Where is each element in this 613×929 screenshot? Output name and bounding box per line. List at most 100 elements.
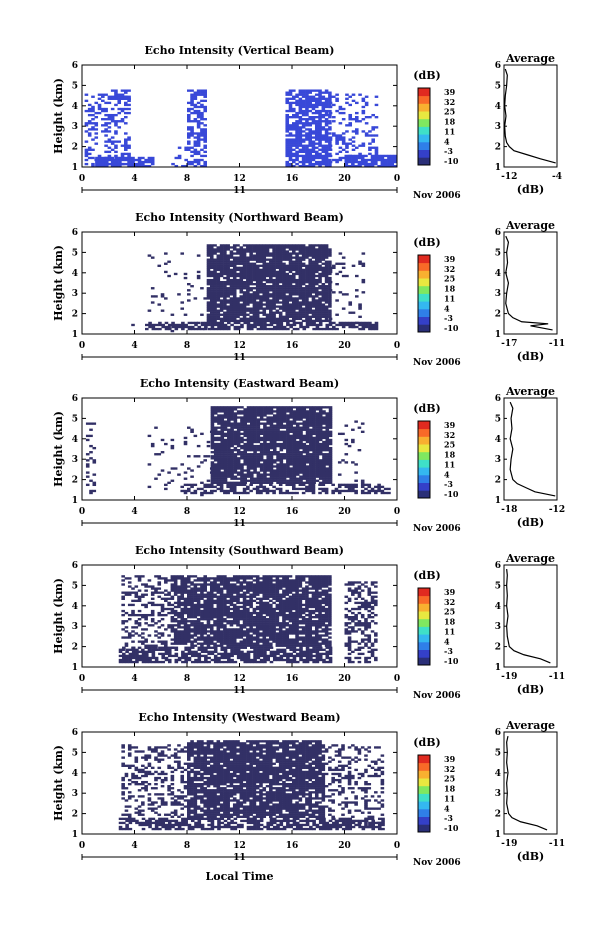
echo-cell [131,162,135,166]
echo-cell [226,256,230,259]
echo-cell [345,274,349,278]
echo-cell [240,446,244,450]
echo-cell [246,475,251,478]
echo-cell [298,283,303,286]
echo-cell [256,444,261,448]
echo-cell [324,164,329,168]
echo-cell [364,158,368,162]
echo-cell [351,93,356,96]
echo-cell [226,319,230,323]
echo-cell [203,109,207,113]
echo-cell [295,313,299,316]
echo-cell [227,451,231,454]
echo-cell [357,162,362,166]
echo-cell [213,642,217,645]
echo-cell [219,577,224,580]
echo-cell [314,307,319,310]
echo-cell [97,107,102,111]
echo-cell [325,459,330,462]
echo-cell [253,469,257,472]
echo-cell [315,471,320,474]
echo-cell [256,418,261,421]
x-tick-label: 8 [184,174,190,184]
echo-cell [229,313,234,316]
echo-cell [206,611,211,615]
echo-cell [358,144,362,147]
echo-cell [309,412,313,415]
echo-cell [285,128,290,131]
echo-cell [223,634,227,637]
echo-cell [187,120,191,123]
echo-cell [321,307,326,310]
echo-cell [275,262,280,265]
echo-cell [328,481,333,484]
echo-cell [193,585,198,588]
echo-cell [311,103,316,107]
echo-cell [171,323,175,327]
echo-cell [239,276,244,280]
colorbar-segment [418,444,430,453]
echo-cell [187,89,191,92]
echo-cell [279,459,284,462]
echo-cell [314,152,319,156]
echo-cell [242,268,247,272]
echo-cell [209,307,214,310]
echo-cell [321,91,326,94]
echo-cell [223,305,227,308]
echo-cell [203,297,207,300]
echo-cell [232,640,237,643]
echo-cell [312,457,316,460]
echo-cell [219,313,224,316]
echo-cell [187,577,191,580]
echo-cell [298,258,303,261]
echo-cell [262,307,267,310]
echo-cell [127,164,132,168]
echo-cell [206,272,211,276]
echo-cell [286,449,290,452]
echo-cell [259,291,263,294]
echo-cell [298,154,303,158]
echo-cell [302,444,307,448]
echo-cell [295,134,299,137]
echo-cell [301,276,306,280]
echo-cell [240,440,244,444]
echo-cell [223,301,227,304]
echo-cell [292,430,297,433]
echo-cell [309,420,313,423]
echo-cell [173,640,178,643]
echo-cell [249,287,253,290]
echo-cell [361,97,366,100]
echo-cell [338,323,343,327]
echo-cell [354,471,358,474]
echo-cell [232,319,237,323]
echo-cell [255,311,260,314]
echo-cell [239,250,244,253]
echo-cell [226,280,230,284]
echo-cell [286,471,290,474]
echo-cell [348,138,353,141]
echo-cell [370,156,375,160]
echo-cell [367,489,372,493]
echo-cell [246,272,250,276]
echo-cell [276,457,280,460]
echo-cell [292,313,296,316]
echo-cell [226,266,230,270]
echo-cell [305,285,309,288]
echo-cell [279,449,284,452]
echo-cell [104,144,108,147]
colorbar-segment [418,316,430,325]
echo-cell [301,99,306,103]
echo-cell [308,262,312,265]
echo-cell [236,327,241,331]
echo-cell [305,444,310,448]
colorbar-tick-label: 11 [444,293,455,303]
echo-cell [246,438,251,442]
echo-cell [161,323,165,327]
echo-cell [272,299,276,302]
echo-cell [217,459,221,462]
echo-cell [150,256,155,259]
echo-cell [321,148,326,151]
echo-cell [364,321,369,325]
echo-cell [243,426,248,429]
echo-cell [230,467,234,470]
